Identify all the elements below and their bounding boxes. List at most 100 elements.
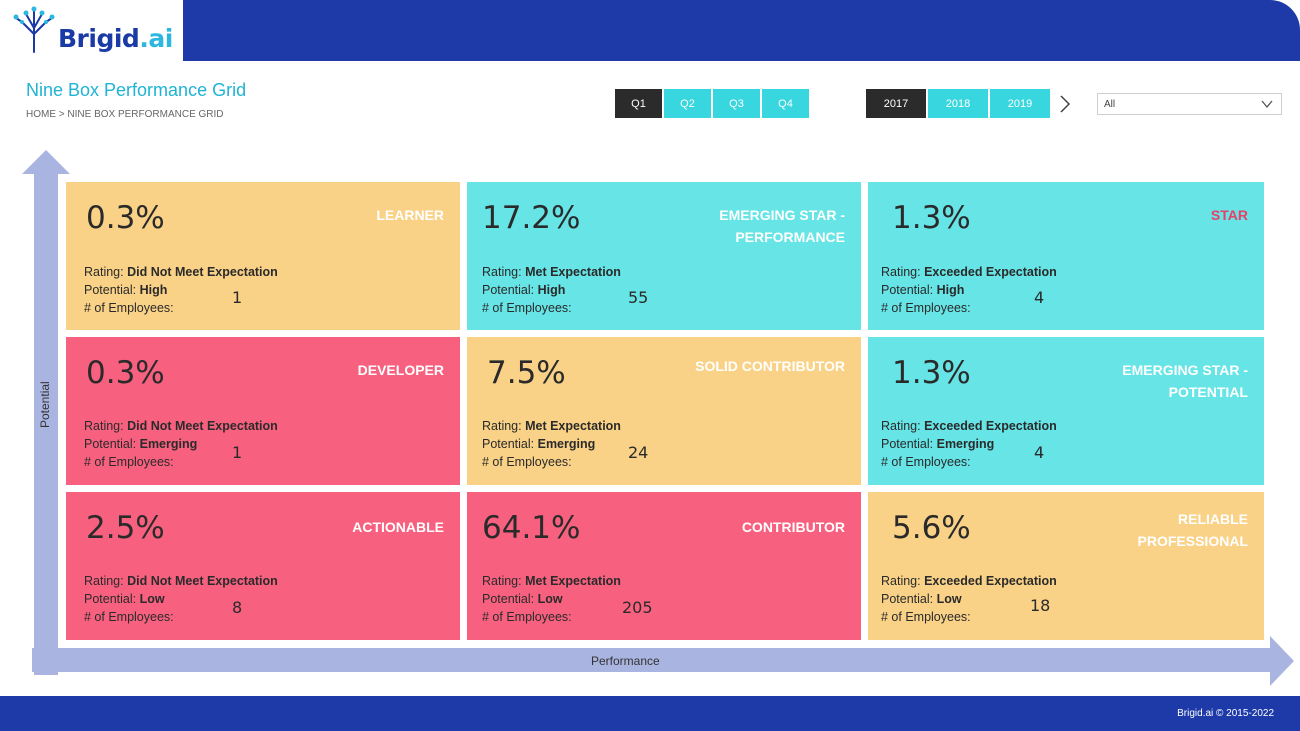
cell-percentage: 5.6% bbox=[892, 510, 971, 546]
employees-label: # of Employees: bbox=[482, 610, 572, 624]
cell-title: EMERGING STAR - PERFORMANCE bbox=[615, 204, 845, 248]
quarter-slicer: Q1 Q2 Q3 Q4 bbox=[615, 89, 809, 118]
cell-actionable[interactable]: 2.5% ACTIONABLE Rating: Did Not Meet Exp… bbox=[66, 492, 460, 640]
cell-info: Rating: Exceeded Expectation Potential: … bbox=[881, 263, 1057, 317]
cell-info: Rating: Did Not Meet Expectation Potenti… bbox=[84, 417, 278, 471]
cell-title: DEVELOPER bbox=[357, 362, 444, 378]
chevron-right-icon[interactable] bbox=[1058, 94, 1072, 114]
cell-percentage: 2.5% bbox=[86, 510, 165, 546]
cell-title-line2: PROFESSIONAL bbox=[1137, 533, 1248, 549]
rating-label: Rating: bbox=[881, 265, 921, 279]
cell-percentage: 1.3% bbox=[892, 200, 971, 236]
logo-text: Brigid.ai bbox=[58, 24, 173, 53]
potential-value: High bbox=[139, 283, 168, 297]
rating-label: Rating: bbox=[84, 574, 124, 588]
potential-value: Emerging bbox=[139, 437, 198, 451]
cell-emerging-star-performance[interactable]: 17.2% EMERGING STAR - PERFORMANCE Rating:… bbox=[467, 182, 861, 330]
logo-suffix: .ai bbox=[139, 24, 173, 53]
potential-value: Emerging bbox=[537, 437, 596, 451]
potential-value: High bbox=[537, 283, 566, 297]
quarter-q3-button[interactable]: Q3 bbox=[713, 89, 760, 118]
cell-title: RELIABLE PROFESSIONAL bbox=[1018, 508, 1248, 552]
employee-count: 205 bbox=[622, 598, 653, 617]
cell-developer[interactable]: 0.3% DEVELOPER Rating: Did Not Meet Expe… bbox=[66, 337, 460, 485]
employees-label: # of Employees: bbox=[84, 301, 174, 315]
employees-label: # of Employees: bbox=[881, 610, 971, 624]
cell-reliable-professional[interactable]: 5.6% RELIABLE PROFESSIONAL Rating: Exceed… bbox=[868, 492, 1264, 640]
cell-emerging-star-potential[interactable]: 1.3% EMERGING STAR - POTENTIAL Rating: Ex… bbox=[868, 337, 1264, 485]
rating-value: Did Not Meet Expectation bbox=[127, 574, 278, 588]
cell-contributor[interactable]: 64.1% CONTRIBUTOR Rating: Met Expectatio… bbox=[467, 492, 861, 640]
employee-count: 24 bbox=[628, 443, 649, 462]
potential-axis-label: Potential bbox=[38, 381, 52, 428]
cell-star[interactable]: 1.3% STAR Rating: Exceeded Expectation P… bbox=[868, 182, 1264, 330]
potential-label: Potential: bbox=[482, 283, 535, 297]
cell-title: SOLID CONTRIBUTOR bbox=[695, 358, 845, 374]
copyright-text: Brigid.ai © 2015-2022 bbox=[1177, 708, 1274, 719]
rating-label: Rating: bbox=[84, 419, 124, 433]
potential-label: Potential: bbox=[84, 592, 137, 606]
cell-title-line1: EMERGING STAR - bbox=[719, 207, 845, 223]
rating-value: Exceeded Expectation bbox=[924, 419, 1057, 433]
cell-info: Rating: Exceeded Expectation Potential: … bbox=[881, 572, 1057, 626]
employee-count: 1 bbox=[232, 443, 243, 462]
potential-label: Potential: bbox=[881, 592, 934, 606]
filter-dropdown-value: All bbox=[1104, 99, 1116, 110]
breadcrumb[interactable]: HOME > NINE BOX PERFORMANCE GRID bbox=[26, 109, 224, 120]
cell-title-line2: POTENTIAL bbox=[1168, 384, 1248, 400]
rating-value: Did Not Meet Expectation bbox=[127, 265, 278, 279]
cell-title: CONTRIBUTOR bbox=[741, 519, 845, 535]
cell-percentage: 0.3% bbox=[86, 200, 165, 236]
quarter-q1-button[interactable]: Q1 bbox=[615, 89, 662, 118]
potential-label: Potential: bbox=[84, 283, 137, 297]
cell-percentage: 17.2% bbox=[482, 200, 581, 236]
rating-value: Met Expectation bbox=[525, 265, 621, 279]
cell-percentage: 1.3% bbox=[892, 355, 971, 391]
employee-count: 4 bbox=[1034, 443, 1045, 462]
employees-label: # of Employees: bbox=[881, 301, 971, 315]
cell-info: Rating: Met Expectation Potential: Emerg… bbox=[482, 417, 621, 471]
cell-title: LEARNER bbox=[376, 207, 444, 223]
cell-title-line1: RELIABLE bbox=[1178, 511, 1248, 527]
header-bar bbox=[0, 0, 1300, 61]
rating-label: Rating: bbox=[482, 265, 522, 279]
performance-axis-label: Performance bbox=[591, 654, 660, 668]
tree-logo-icon bbox=[13, 6, 55, 53]
filter-dropdown[interactable]: All bbox=[1097, 93, 1282, 115]
year-slicer: 2017 2018 2019 bbox=[866, 89, 1050, 118]
employee-count: 8 bbox=[232, 598, 243, 617]
quarter-q4-button[interactable]: Q4 bbox=[762, 89, 809, 118]
potential-value: Low bbox=[936, 592, 962, 606]
employee-count: 4 bbox=[1034, 288, 1045, 307]
potential-value: Emerging bbox=[936, 437, 995, 451]
potential-value: Low bbox=[139, 592, 165, 606]
logo-name: Brigid bbox=[58, 24, 140, 53]
cell-info: Rating: Met Expectation Potential: Low #… bbox=[482, 572, 621, 626]
year-2018-button[interactable]: 2018 bbox=[928, 89, 988, 118]
employee-count: 18 bbox=[1030, 596, 1051, 615]
logo[interactable]: Brigid.ai bbox=[0, 0, 183, 61]
potential-label: Potential: bbox=[881, 437, 934, 451]
cell-title: STAR bbox=[1210, 207, 1248, 223]
rating-value: Met Expectation bbox=[525, 419, 621, 433]
cell-solid-contributor[interactable]: 7.5% SOLID CONTRIBUTOR Rating: Met Expec… bbox=[467, 337, 861, 485]
employee-count: 1 bbox=[232, 288, 243, 307]
potential-label: Potential: bbox=[482, 437, 535, 451]
nine-box-grid: 0.3% LEARNER Rating: Did Not Meet Expect… bbox=[66, 182, 1264, 640]
quarter-q2-button[interactable]: Q2 bbox=[664, 89, 711, 118]
cell-percentage: 0.3% bbox=[86, 355, 165, 391]
rating-label: Rating: bbox=[881, 574, 921, 588]
year-2019-button[interactable]: 2019 bbox=[990, 89, 1050, 118]
performance-axis-arrow bbox=[32, 636, 1294, 686]
cell-percentage: 7.5% bbox=[487, 355, 566, 391]
cell-title: ACTIONABLE bbox=[352, 519, 444, 535]
chevron-down-icon bbox=[1261, 100, 1273, 109]
year-2017-button[interactable]: 2017 bbox=[866, 89, 926, 118]
cell-info: Rating: Exceeded Expectation Potential: … bbox=[881, 417, 1057, 471]
potential-value: Low bbox=[537, 592, 563, 606]
cell-percentage: 64.1% bbox=[482, 510, 581, 546]
cell-learner[interactable]: 0.3% LEARNER Rating: Did Not Meet Expect… bbox=[66, 182, 460, 330]
cell-info: Rating: Did Not Meet Expectation Potenti… bbox=[84, 263, 278, 317]
rating-label: Rating: bbox=[84, 265, 124, 279]
employees-label: # of Employees: bbox=[84, 455, 174, 469]
